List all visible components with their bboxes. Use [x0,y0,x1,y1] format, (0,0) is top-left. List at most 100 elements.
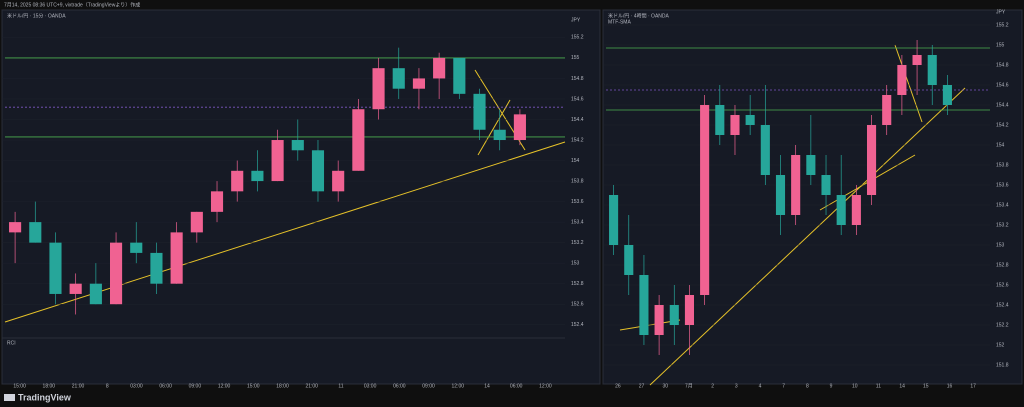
candle-body [745,115,755,125]
right-pane [602,9,1023,385]
candle-body [624,245,634,275]
x-tick-label: 03:00 [364,383,377,389]
candle-body [332,170,345,192]
x-tick-label: 7 [782,383,785,389]
candle-body [110,242,123,305]
candle-body [29,222,42,243]
y-tick-label: 152.8 [571,281,584,287]
candle-body [412,78,425,89]
x-tick-label: 06:00 [159,383,172,389]
y-tick-label: 152.4 [571,322,584,328]
trend-line [477,99,511,156]
candle-body [715,105,725,135]
footer [0,390,1024,407]
candle-body [912,55,922,65]
y-tick-label: 153 [996,242,1005,248]
x-tick-label: 18:00 [43,383,56,389]
candle-body [639,275,649,335]
candle-body [866,125,877,195]
x-tick-label: 8 [806,383,809,389]
x-tick-label: 14 [484,383,490,389]
candle-body [210,191,224,212]
candle-body [730,115,740,135]
candle-body [700,105,710,295]
currency: JPY [571,17,581,23]
x-tick-label: 9 [830,383,833,389]
y-tick-label: 152.8 [996,262,1009,268]
left-pane [1,9,601,385]
candle-body [150,252,163,284]
y-tick-label: 154.6 [996,82,1009,88]
y-tick-label: 152 [996,342,1005,348]
candle-body [473,93,486,130]
x-tick-label: 3 [735,383,738,389]
candle-body [271,140,284,182]
x-tick-label: 09:00 [422,383,435,389]
y-tick-label: 151.8 [996,362,1009,368]
y-tick-label: 153.8 [996,162,1009,168]
x-tick-label: 21:00 [72,383,85,389]
candle-body [89,283,102,305]
x-tick-label: 06:00 [393,383,406,389]
y-tick-label: 152.2 [996,322,1009,328]
legend: 米ドル/円 · 15分 · OANDA [7,12,66,19]
candle-body [49,242,62,294]
y-tick-label: 154.4 [571,117,584,123]
candle-body [392,68,405,89]
y-tick-label: 154 [996,142,1005,148]
y-tick-label: 152.6 [996,282,1009,288]
x-tick-label: 21:00 [305,383,318,389]
candle-body [942,85,952,105]
x-tick-label: 11 [338,383,343,389]
x-tick-label: 12:00 [218,383,231,389]
candle-body [453,57,466,94]
candle-body [609,195,619,245]
candle-body [654,305,664,335]
candle-body [836,195,846,225]
x-tick-label: 15:00 [13,383,26,389]
candle-body [806,155,816,175]
x-tick-label: 12:00 [539,383,552,389]
y-tick-label: 154.2 [571,137,584,143]
y-tick-label: 154.6 [571,96,584,102]
y-tick-label: 154.8 [571,76,584,82]
logo [4,394,15,401]
y-tick-label: 153.4 [996,202,1009,208]
y-tick-label: 154 [571,158,580,164]
y-tick-label: 153.4 [571,219,584,225]
x-tick-label: 14 [899,383,905,389]
y-tick-label: 153 [571,260,580,266]
x-tick-label: 15 [923,383,929,389]
y-tick-label: 153.8 [571,178,584,184]
candle-body [775,175,786,215]
y-tick-label: 152.4 [996,302,1009,308]
x-tick-label: 4 [759,383,762,389]
candle-body [433,57,446,79]
y-tick-label: 155 [996,42,1005,48]
candle-body [372,68,385,110]
candle-body [190,211,203,233]
y-tick-label: 155.2 [571,35,584,41]
legend: 米ドル/円 · 4時間 · OANDA [608,12,670,19]
y-tick-label: 153.2 [996,222,1009,228]
currency: JPY [996,9,1006,15]
x-tick-label: 16 [947,383,953,389]
candle-body [927,55,937,85]
candle-body [760,125,770,175]
candle-body [231,170,244,192]
x-tick-label: 15:00 [247,383,260,389]
y-tick-label: 153.2 [571,240,584,246]
candle-body [882,95,892,125]
x-tick-label: 17 [970,383,976,389]
candle-body [130,242,143,253]
indicator-label: RCI [7,340,16,346]
y-tick-label: 155 [571,55,580,61]
indicator-label: MTF-SMA [608,19,631,25]
candle-body [311,150,325,192]
candle-body [897,65,907,95]
x-tick-label: 09:00 [189,383,202,389]
x-tick-label: 30 [662,383,668,389]
x-tick-label: 8 [106,383,109,389]
